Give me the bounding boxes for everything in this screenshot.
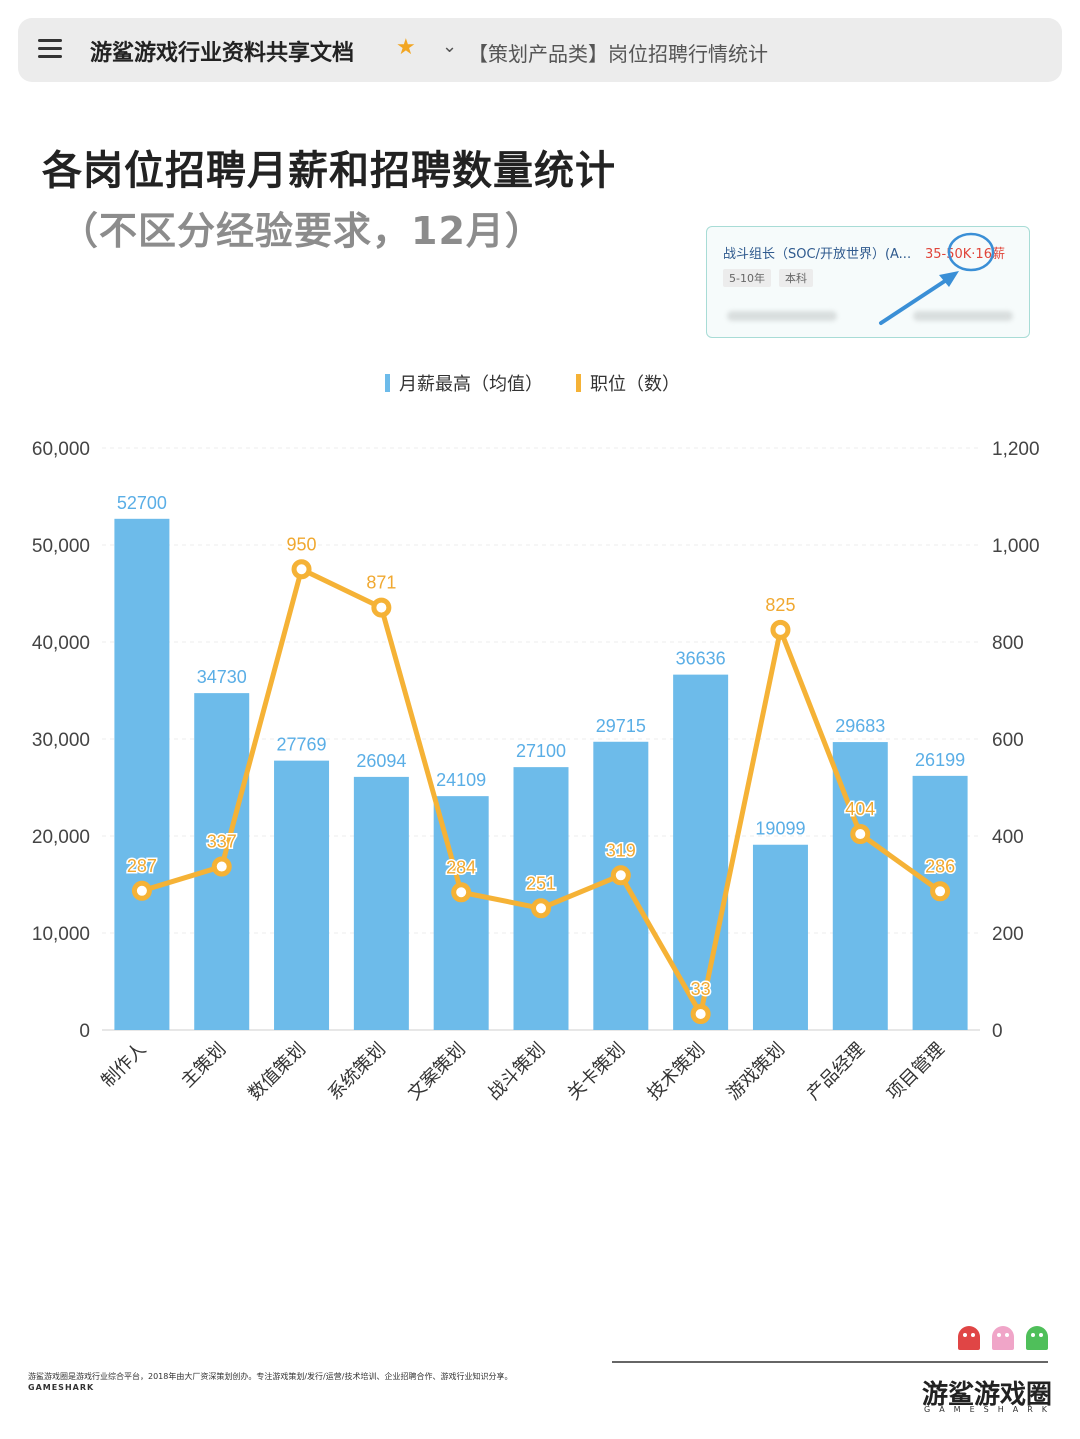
y-left-tick-label: 40,000 xyxy=(32,633,90,654)
x-tick-label: 系统策划 xyxy=(324,1039,389,1104)
bar-value-label: 27100 xyxy=(516,741,566,761)
y-left-tick-label: 50,000 xyxy=(32,536,90,557)
line-value-label: 286 xyxy=(925,856,955,876)
legend-swatch xyxy=(385,374,390,392)
line-point xyxy=(930,881,951,902)
bar-value-label: 34730 xyxy=(197,667,247,687)
star-icon[interactable]: ★ xyxy=(396,35,416,60)
line-value-label: 319 xyxy=(606,840,636,860)
footer-divider xyxy=(612,1361,1048,1363)
line-value-label: 284 xyxy=(446,857,476,877)
menu-icon[interactable] xyxy=(38,39,62,59)
brand-name: 游鲨游戏圈 xyxy=(922,1380,1053,1410)
bar-value-label: 29715 xyxy=(596,716,646,736)
x-tick-label: 技术策划 xyxy=(643,1039,708,1104)
y-right-tick-label: 1,200 xyxy=(992,439,1040,460)
bar xyxy=(274,760,330,1030)
bar xyxy=(912,775,968,1030)
doc-title[interactable]: 游鲨游戏行业资料共享文档 xyxy=(90,41,355,66)
bar-value-label: 36636 xyxy=(676,649,726,669)
line-point xyxy=(690,1003,711,1024)
bar-value-label: 26094 xyxy=(356,751,406,771)
line-point xyxy=(371,597,392,618)
card-blur-line xyxy=(913,311,1013,321)
line-value-label: 871 xyxy=(366,573,396,593)
y-left-tick-label: 10,000 xyxy=(32,924,90,945)
y-left-tick-label: 0 xyxy=(79,1021,90,1042)
legend-label: 月薪最高（均值） xyxy=(399,374,543,394)
y-right-tick-label: 200 xyxy=(992,924,1024,945)
bar-value-label: 29683 xyxy=(835,716,885,736)
ghost-green-icon xyxy=(1026,1326,1048,1350)
legend-label: 职位（数） xyxy=(590,374,680,394)
bar xyxy=(353,776,409,1030)
chevron-down-icon[interactable]: ⌄ xyxy=(442,36,458,57)
card-job-title: 战斗组长（SOC/开放世界）(A... xyxy=(723,247,912,262)
y-right-tick-label: 0 xyxy=(992,1021,1003,1042)
x-tick-label: 游戏策划 xyxy=(723,1039,788,1104)
page-title: 各岗位招聘月薪和招聘数量统计 xyxy=(42,148,616,194)
salary-count-chart: 0 10,000 20,000 30,000 40,000 50,000 60,000 0 20… xyxy=(32,374,1040,1104)
line-point xyxy=(291,559,312,580)
x-tick-label: 数值策划 xyxy=(244,1039,309,1104)
card-tag-experience: 5-10年 xyxy=(723,269,771,287)
line-point xyxy=(131,880,152,901)
y-right-tick-label: 1,000 xyxy=(992,536,1040,557)
line-value-label: 33 xyxy=(691,979,711,999)
footer-description: 游鲨游戏圈是游戏行业综合平台，2018年由大厂资深策划创办。专注游戏策划/发行/… xyxy=(28,1372,513,1381)
y-left-tick-label: 60,000 xyxy=(32,439,90,460)
card-tag-education: 本科 xyxy=(779,269,813,287)
y-right-tick-label: 600 xyxy=(992,730,1024,751)
ghost-red-icon xyxy=(958,1326,980,1350)
bar xyxy=(593,741,649,1030)
x-tick-label: 产品经理 xyxy=(803,1039,868,1104)
x-tick-label: 文案策划 xyxy=(404,1039,469,1104)
line-point xyxy=(451,882,472,903)
bar-value-label: 19099 xyxy=(755,819,805,839)
line-value-label: 287 xyxy=(127,856,157,876)
ghost-pink-icon xyxy=(992,1326,1014,1350)
line-value-label: 950 xyxy=(287,534,317,554)
bar xyxy=(673,674,729,1030)
bar-value-label: 24109 xyxy=(436,770,486,790)
line-value-label: 251 xyxy=(526,873,556,893)
y-right-tick-label: 400 xyxy=(992,827,1024,848)
line-value-label: 404 xyxy=(845,799,875,819)
y-left-tick-label: 20,000 xyxy=(32,827,90,848)
line-point xyxy=(610,865,631,886)
page-breadcrumb[interactable]: 【策划产品类】岗位招聘行情统计 xyxy=(468,42,768,66)
job-sample-card: 战斗组长（SOC/开放世界）(A... 35-50K·16薪 5-10年 本科 xyxy=(706,226,1030,338)
line-value-label: 825 xyxy=(765,595,795,615)
card-salary: 35-50K·16薪 xyxy=(925,247,1005,262)
top-bar: 游鲨游戏行业资料共享文档 ★ ⌄ 【策划产品类】岗位招聘行情统计 xyxy=(18,18,1062,82)
x-tick-label: 项目管理 xyxy=(883,1039,948,1104)
x-tick-label: 关卡策划 xyxy=(564,1039,629,1104)
legend-swatch xyxy=(576,374,581,392)
bar xyxy=(114,518,170,1030)
x-tick-label: 主策划 xyxy=(177,1039,229,1091)
y-left-tick-label: 30,000 xyxy=(32,730,90,751)
card-blur-line xyxy=(727,311,837,321)
brand-subtitle: GAMESHARK xyxy=(924,1405,1056,1414)
line-point xyxy=(850,824,871,845)
line-point xyxy=(770,619,791,640)
x-tick-label: 战斗策划 xyxy=(484,1039,549,1104)
page-subtitle: （不区分经验要求，12月） xyxy=(60,209,544,253)
bar xyxy=(752,844,808,1030)
bar-value-label: 27769 xyxy=(277,735,327,755)
footer-mark: GAMESHARK xyxy=(28,1383,95,1392)
bar-value-label: 26199 xyxy=(915,750,965,770)
line-point xyxy=(531,898,551,919)
line-value-label: 337 xyxy=(207,832,237,852)
y-right-tick-label: 800 xyxy=(992,633,1024,654)
x-tick-label: 制作人 xyxy=(97,1039,149,1091)
line-point xyxy=(211,856,232,877)
bar-value-label: 52700 xyxy=(117,493,167,513)
